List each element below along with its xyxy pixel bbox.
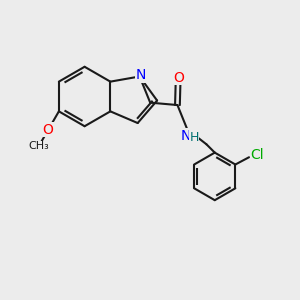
Text: H: H [189, 131, 199, 144]
Text: O: O [42, 123, 53, 136]
Text: O: O [173, 71, 184, 85]
Text: Cl: Cl [250, 148, 264, 162]
Text: N: N [180, 128, 190, 142]
Text: N: N [135, 68, 146, 82]
Text: CH₃: CH₃ [28, 141, 49, 151]
